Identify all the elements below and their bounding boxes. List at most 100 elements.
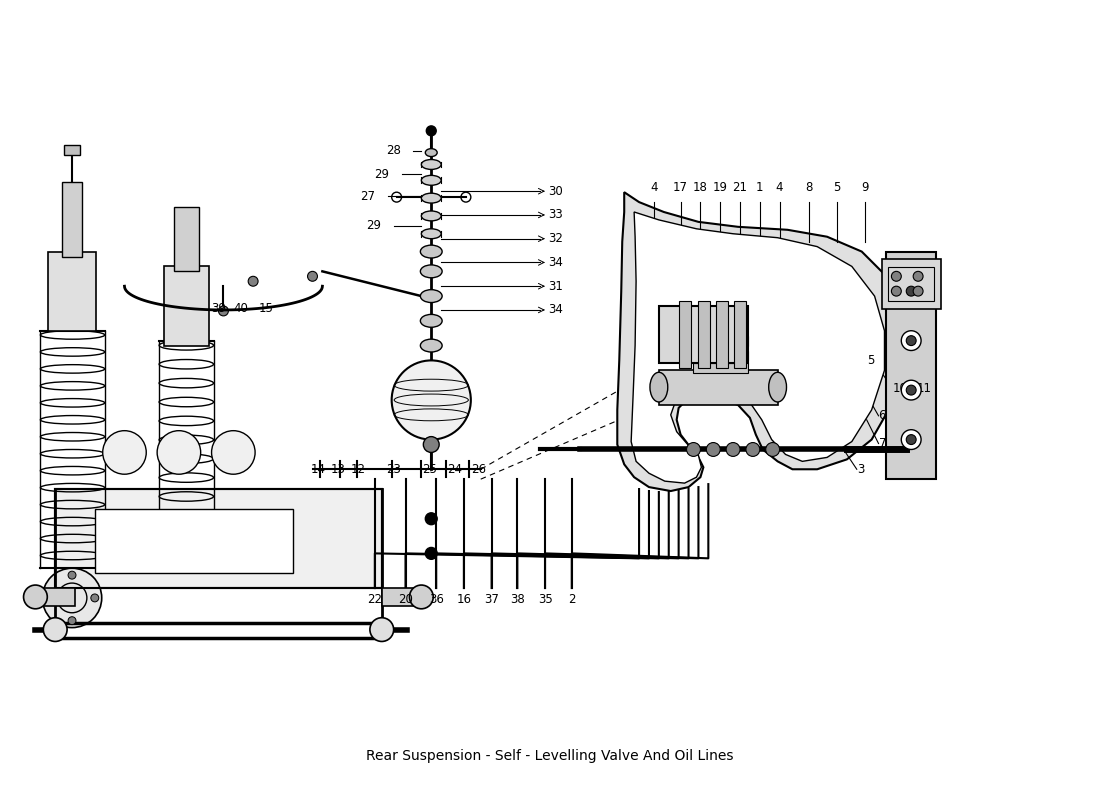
Text: 26: 26 [471,462,486,476]
Ellipse shape [421,229,441,238]
Text: 28: 28 [386,144,402,157]
Text: 21: 21 [733,181,748,194]
Bar [659,370,778,405]
Circle shape [906,286,916,296]
Text: 33: 33 [548,209,563,222]
Circle shape [43,618,67,642]
Text: 34: 34 [548,256,563,269]
Text: 12: 12 [351,462,365,476]
Text: 11: 11 [917,382,932,394]
Text: 23: 23 [386,462,402,476]
Text: 5: 5 [867,354,875,367]
Polygon shape [631,212,884,483]
Text: 18: 18 [693,181,708,194]
Text: 3: 3 [857,462,865,476]
Circle shape [766,442,780,457]
Text: 34: 34 [548,303,563,317]
Circle shape [157,430,200,474]
Text: 17: 17 [673,181,689,194]
Text: 31: 31 [548,280,563,293]
Circle shape [891,286,901,296]
Circle shape [706,442,721,457]
Bar [887,251,936,479]
Circle shape [102,430,146,474]
Bar [55,489,382,588]
Ellipse shape [420,314,442,327]
Text: 38: 38 [510,594,525,606]
Ellipse shape [421,175,441,186]
Bar [881,259,940,309]
Bar [679,301,691,368]
Circle shape [901,330,921,350]
Text: 5: 5 [834,181,840,194]
Bar [889,267,934,301]
Circle shape [91,594,99,602]
Bar [693,363,748,374]
Circle shape [426,547,437,559]
Text: 16: 16 [456,594,472,606]
Text: 22: 22 [367,594,383,606]
Text: 30: 30 [548,185,563,198]
Circle shape [906,434,916,445]
Text: 29: 29 [374,168,389,181]
Text: 40: 40 [234,302,249,315]
Text: 20: 20 [398,594,412,606]
Ellipse shape [421,159,441,170]
Bar [55,489,382,588]
Circle shape [42,568,101,628]
Bar [95,509,293,573]
Polygon shape [617,192,901,491]
Bar [48,251,96,330]
Circle shape [913,286,923,296]
Bar [693,350,748,361]
Text: 27: 27 [361,190,375,202]
Circle shape [906,385,916,395]
Circle shape [746,442,760,457]
Text: 32: 32 [548,232,563,245]
Circle shape [392,361,471,439]
Bar [698,301,711,368]
Text: 25: 25 [421,462,437,476]
Ellipse shape [420,290,442,302]
Circle shape [308,271,318,282]
Bar [382,588,421,606]
Text: 10: 10 [892,382,907,394]
Text: 8: 8 [805,181,813,194]
Circle shape [901,380,921,400]
Ellipse shape [421,211,441,221]
Text: 37: 37 [484,594,499,606]
Circle shape [427,126,437,136]
Ellipse shape [420,339,442,352]
Bar [734,301,746,368]
Ellipse shape [426,149,437,157]
Bar [164,266,209,346]
Circle shape [23,585,47,609]
Text: 29: 29 [366,219,382,232]
Text: Rear Suspension - Self - Levelling Valve And Oil Lines: Rear Suspension - Self - Levelling Valve… [366,750,734,763]
Text: 9: 9 [861,181,868,194]
Ellipse shape [650,372,668,402]
Circle shape [686,442,701,457]
Circle shape [211,430,255,474]
Circle shape [424,437,439,453]
Circle shape [409,585,433,609]
Text: 14: 14 [311,462,326,476]
Text: 2: 2 [568,594,575,606]
Circle shape [913,271,923,282]
Circle shape [219,306,229,316]
Text: 6: 6 [879,410,886,422]
Text: 36: 36 [429,594,443,606]
Text: 1: 1 [756,181,763,194]
Bar [35,588,75,606]
Text: 7: 7 [879,437,886,450]
Text: 15: 15 [258,302,274,315]
Text: 35: 35 [538,594,552,606]
Bar [693,336,748,346]
Circle shape [901,430,921,450]
Text: 4: 4 [650,181,658,194]
Circle shape [45,594,53,602]
Bar [716,301,728,368]
Circle shape [370,618,394,642]
Bar [174,207,199,271]
Text: 19: 19 [713,181,728,194]
